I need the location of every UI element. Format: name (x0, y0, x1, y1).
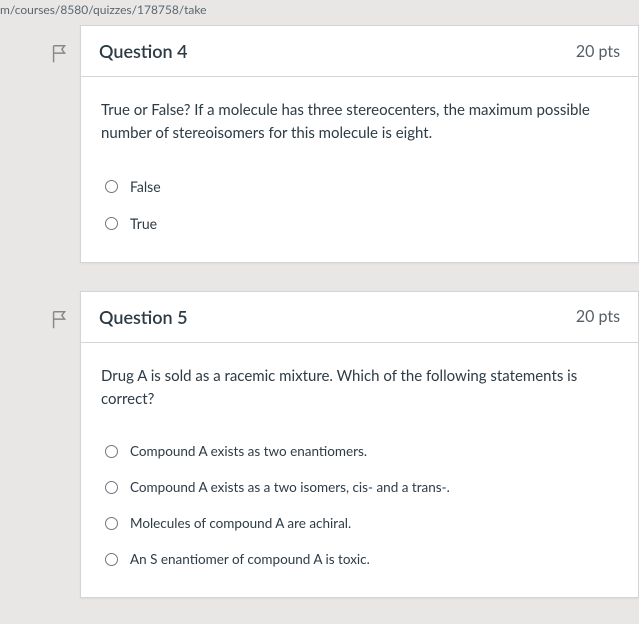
question-block: Question 5 20 pts Drug A is sold as a ra… (40, 291, 639, 599)
option-label: False (130, 178, 161, 195)
option-label: Molecules of compound A are achiral. (130, 515, 351, 531)
radio-icon (105, 553, 118, 566)
question-prompt: True or False? If a molecule has three s… (101, 99, 618, 146)
quiz-content: Question 4 20 pts True or False? If a mo… (0, 25, 639, 598)
answer-option[interactable]: Compound A exists as two enantiomers. (101, 433, 618, 469)
option-label: Compound A exists as a two isomers, cis-… (130, 479, 450, 495)
question-title: Question 5 (99, 306, 188, 328)
flag-icon[interactable] (49, 309, 71, 331)
question-body: True or False? If a molecule has three s… (81, 77, 638, 262)
answer-option[interactable]: True (101, 205, 618, 242)
answer-option[interactable]: Compound A exists as a two isomers, cis-… (101, 469, 618, 505)
question-block: Question 4 20 pts True or False? If a mo… (40, 25, 639, 263)
flag-icon[interactable] (49, 43, 71, 65)
question-points: 20 pts (576, 307, 620, 326)
question-header: Question 5 20 pts (81, 292, 638, 343)
answer-option[interactable]: Molecules of compound A are achiral. (101, 505, 618, 541)
question-prompt: Drug A is sold as a racemic mixture. Whi… (101, 365, 618, 412)
question-title: Question 4 (99, 40, 188, 62)
question-header: Question 4 20 pts (81, 26, 638, 77)
answer-option[interactable]: An S enantiomer of compound A is toxic. (101, 541, 618, 577)
radio-icon (105, 481, 118, 494)
answer-option[interactable]: False (101, 168, 618, 205)
url-path: m/courses/8580/quizzes/178758/take (0, 0, 639, 25)
question-body: Drug A is sold as a racemic mixture. Whi… (81, 343, 638, 598)
question-card: Question 4 20 pts True or False? If a mo… (80, 25, 639, 263)
radio-icon (105, 217, 118, 230)
radio-icon (105, 517, 118, 530)
option-label: Compound A exists as two enantiomers. (130, 443, 367, 459)
flag-column (40, 291, 80, 331)
radio-icon (105, 180, 118, 193)
question-card: Question 5 20 pts Drug A is sold as a ra… (80, 291, 639, 599)
option-label: An S enantiomer of compound A is toxic. (130, 551, 370, 567)
question-points: 20 pts (576, 42, 620, 61)
flag-column (40, 25, 80, 65)
option-label: True (130, 215, 157, 232)
radio-icon (105, 445, 118, 458)
